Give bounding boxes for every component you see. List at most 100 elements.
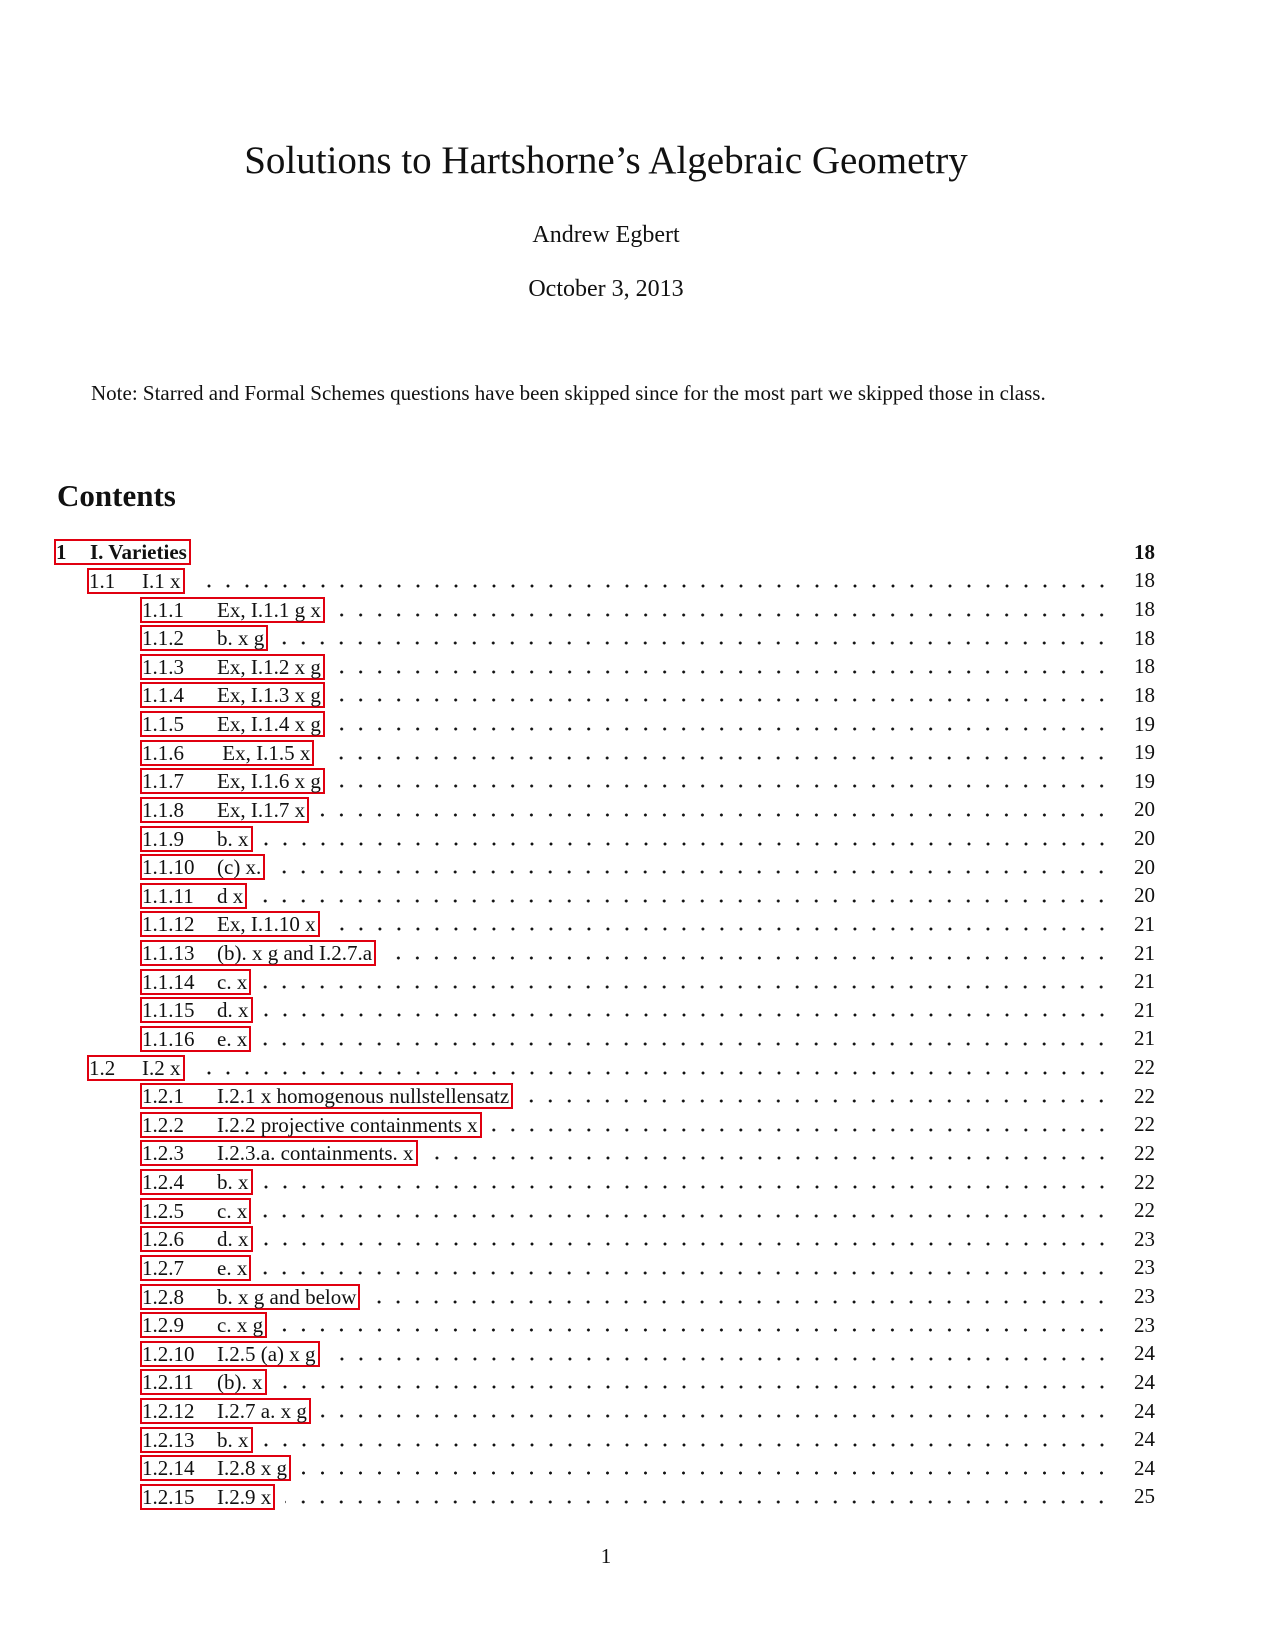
toc-entry-page: 20 bbox=[1134, 797, 1155, 822]
toc-entry-number: 1.2.5 bbox=[142, 1198, 184, 1223]
toc-link[interactable]: 1.1.14 c. x bbox=[140, 968, 252, 995]
dot-leader bbox=[319, 798, 1111, 821]
toc-entry-number: 1.2.7 bbox=[142, 1255, 184, 1280]
dot-leader bbox=[285, 1485, 1111, 1508]
toc-link[interactable]: 1.1.12 Ex, I.1.10 x bbox=[140, 911, 320, 938]
toc-link[interactable]: 1.1.5 Ex, I.1.4 x g bbox=[140, 711, 325, 738]
toc-entry-title: (c) x. bbox=[217, 855, 262, 880]
toc-entry-title: d x bbox=[217, 883, 244, 908]
toc-link[interactable]: 1.2.13 b. x bbox=[140, 1426, 253, 1453]
toc-entry-number: 1.2.14 bbox=[142, 1456, 195, 1481]
toc-entry-title: e. x bbox=[217, 1026, 248, 1051]
toc-entry: 1.1.12 Ex, I.1.10 x 21 bbox=[57, 910, 1155, 939]
toc-entry-title: I.1 x bbox=[142, 568, 181, 593]
toc-entry-page: 18 bbox=[1134, 682, 1155, 707]
toc-link[interactable]: 1.2.15 I.2.9 x bbox=[140, 1483, 276, 1510]
table-of-contents: 1 I. Varieties 18 1.1 I.1 x 18 1.1.1 Ex, I.1.1 … bbox=[54, 538, 1155, 1511]
toc-entry: 1.2.8 b. x g and below 23 bbox=[57, 1282, 1155, 1311]
toc-entry: 1.2.14 I.2.8 x g 24 bbox=[57, 1454, 1155, 1483]
toc-link[interactable]: 1.1 I.1 x bbox=[87, 567, 185, 594]
toc-link[interactable]: 1.1.15 d. x bbox=[140, 997, 253, 1024]
toc-link[interactable]: 1.2.9 c. x g bbox=[140, 1312, 268, 1339]
toc-link[interactable]: 1.1.13 (b). x g and I.2.7.a bbox=[140, 940, 377, 967]
toc-entry-page: 24 bbox=[1134, 1341, 1155, 1366]
toc-entry-title: I.2.3.a. containments. x bbox=[217, 1141, 414, 1166]
toc-entry-number: 1.1.7 bbox=[142, 769, 184, 794]
toc-entry-title: b. x bbox=[217, 1427, 249, 1452]
dot-leader bbox=[320, 1400, 1111, 1423]
toc-link[interactable]: 1.1.7 Ex, I.1.6 x g bbox=[140, 768, 325, 795]
toc-link[interactable]: 1.2.10 I.2.5 (a) x g bbox=[140, 1340, 320, 1367]
toc-link[interactable]: 1.1.6 Ex, I.1.5 x bbox=[140, 739, 315, 766]
toc-link[interactable]: 1.1.3 Ex, I.1.2 x g bbox=[140, 653, 325, 680]
toc-entry-page: 21 bbox=[1134, 911, 1155, 936]
toc-entry-number: 1.2.6 bbox=[142, 1227, 184, 1252]
dot-leader bbox=[427, 1142, 1111, 1165]
toc-entry-number: 1.2.10 bbox=[142, 1341, 195, 1366]
note-paragraph: Note: Starred and Formal Schemes questio… bbox=[91, 381, 1046, 405]
toc-link[interactable]: 1.2.4 b. x bbox=[140, 1169, 253, 1196]
toc-link[interactable]: 1.2.7 e. x bbox=[140, 1254, 252, 1281]
toc-entry-title: (b). x bbox=[217, 1370, 263, 1395]
toc-link[interactable]: 1.1.11 d x bbox=[140, 882, 248, 909]
toc-entry-title: (b). x g and I.2.7.a bbox=[217, 941, 373, 966]
toc-entry-number: 1.2.13 bbox=[142, 1427, 195, 1452]
toc-entry: 1.1.8 Ex, I.1.7 x 20 bbox=[57, 796, 1155, 825]
toc-link[interactable]: 1.2.3 I.2.3.a. containments. x bbox=[140, 1140, 418, 1167]
dot-leader bbox=[262, 827, 1111, 850]
toc-entry-page: 25 bbox=[1134, 1484, 1155, 1509]
dot-leader bbox=[386, 942, 1111, 965]
toc-entry-title: Ex, I.1.2 x g bbox=[217, 654, 321, 679]
toc-entry-number: 1.1.15 bbox=[142, 998, 195, 1023]
toc-link[interactable]: 1.2.8 b. x g and below bbox=[140, 1283, 361, 1310]
toc-link[interactable]: 1.1.9 b. x bbox=[140, 825, 253, 852]
toc-entry-number: 1.2 bbox=[89, 1055, 116, 1080]
toc-link[interactable]: 1 I. Varieties bbox=[54, 539, 191, 566]
toc-link[interactable]: 1.1.10 (c) x. bbox=[140, 854, 266, 881]
dot-leader bbox=[262, 1428, 1111, 1451]
toc-link[interactable]: 1.2.1 I.2.1 x homogenous nullstellensatz bbox=[140, 1083, 514, 1110]
toc-link[interactable]: 1.2.2 I.2.2 projective containments x bbox=[140, 1111, 482, 1138]
toc-entry-number: 1.1 bbox=[89, 568, 116, 593]
toc-entry: 1.1.5 Ex, I.1.4 x g 19 bbox=[57, 710, 1155, 739]
dot-leader bbox=[261, 1256, 1111, 1279]
toc-entry-title: b. x g bbox=[217, 626, 265, 651]
toc-link[interactable]: 1.1.1 Ex, I.1.1 g x bbox=[140, 596, 325, 623]
toc-link[interactable]: 1.1.16 e. x bbox=[140, 1025, 252, 1052]
dot-leader bbox=[334, 713, 1111, 736]
toc-link[interactable]: 1.2.12 I.2.7 a. x g bbox=[140, 1398, 311, 1425]
toc-link[interactable]: 1.2.14 I.2.8 x g bbox=[140, 1455, 291, 1482]
contents-heading: Contents bbox=[57, 478, 176, 513]
toc-entry-page: 20 bbox=[1134, 854, 1155, 879]
dot-leader bbox=[275, 856, 1111, 879]
toc-link[interactable]: 1.1.8 Ex, I.1.7 x bbox=[140, 796, 310, 823]
toc-entry: 1.1.7 Ex, I.1.6 x g 19 bbox=[57, 767, 1155, 796]
toc-link[interactable]: 1.2.5 c. x bbox=[140, 1197, 252, 1224]
toc-link[interactable]: 1.1.4 Ex, I.1.3 x g bbox=[140, 682, 325, 709]
toc-link[interactable]: 1.2.11 (b). x bbox=[140, 1369, 267, 1396]
toc-entry-number: 1.2.11 bbox=[142, 1370, 194, 1395]
toc-entry-number: 1.1.13 bbox=[142, 941, 195, 966]
toc-entry-title: Ex, I.1.6 x g bbox=[217, 769, 321, 794]
toc-link[interactable]: 1.2 I.2 x bbox=[87, 1054, 185, 1081]
toc-entry-page: 18 bbox=[1134, 597, 1155, 622]
toc-entry-page: 18 bbox=[1134, 625, 1155, 650]
toc-entry-page: 21 bbox=[1134, 940, 1155, 965]
dot-leader bbox=[329, 913, 1111, 936]
toc-entry-title: I.2 x bbox=[142, 1055, 181, 1080]
dot-leader bbox=[201, 541, 1111, 563]
dot-leader bbox=[334, 770, 1111, 793]
toc-entry-number: 1.2.12 bbox=[142, 1399, 195, 1424]
toc-link[interactable]: 1.1.2 b. x g bbox=[140, 625, 269, 652]
toc-entry-title: Ex, I.1.3 x g bbox=[217, 683, 321, 708]
toc-entry-page: 19 bbox=[1134, 768, 1155, 793]
toc-entry: 1.1 I.1 x 18 bbox=[57, 567, 1155, 596]
toc-entry-title: I.2.7 a. x g bbox=[217, 1399, 307, 1424]
toc-entry: 1.1.10 (c) x. 20 bbox=[57, 853, 1155, 882]
toc-entry: 1.1.14 c. x 21 bbox=[57, 967, 1155, 996]
toc-link[interactable]: 1.2.6 d. x bbox=[140, 1226, 253, 1253]
toc-entry: 1.2.5 c. x 22 bbox=[57, 1196, 1155, 1225]
toc-entry-page: 20 bbox=[1134, 883, 1155, 908]
toc-entry-page: 21 bbox=[1134, 997, 1155, 1022]
toc-entry-page: 23 bbox=[1134, 1226, 1155, 1251]
